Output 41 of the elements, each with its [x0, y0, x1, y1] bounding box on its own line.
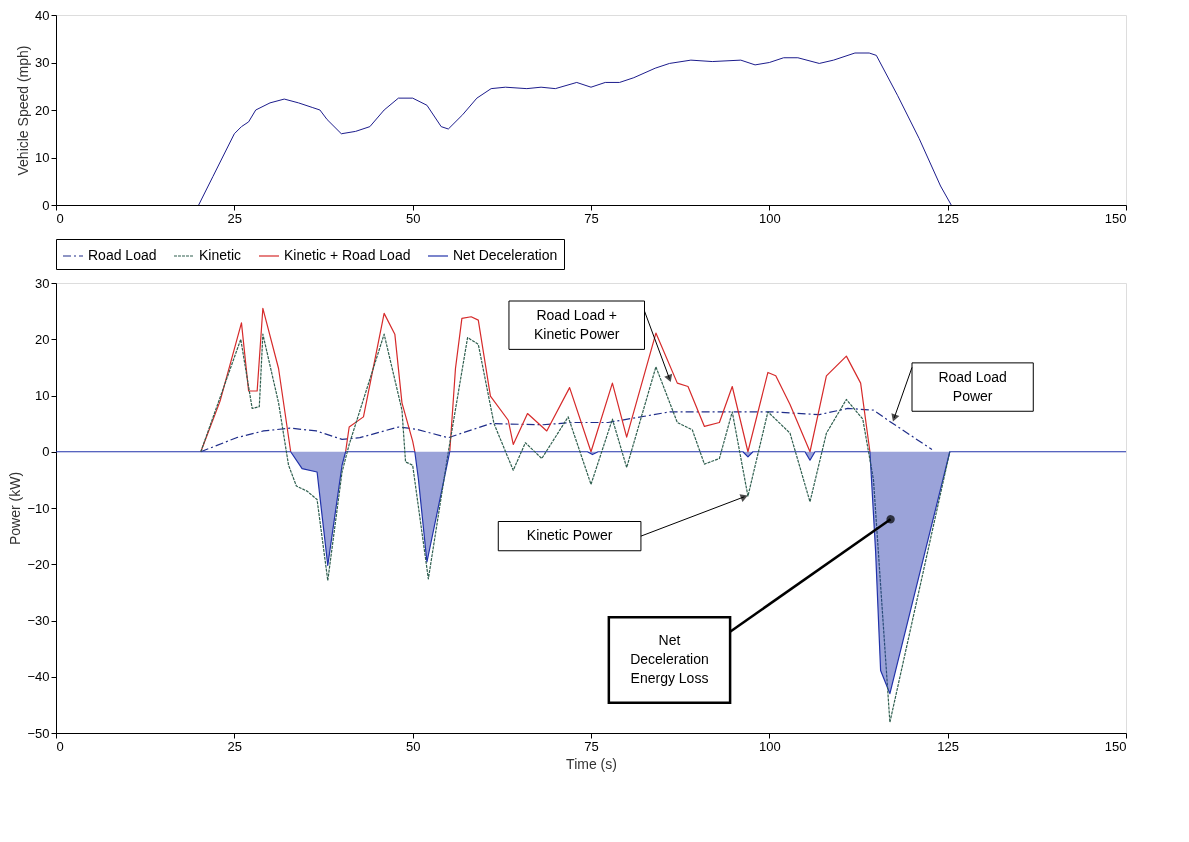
x-tick-label: 0 [56, 738, 64, 754]
x-tick-label: 25 [227, 738, 243, 754]
y-tick-label: 40 [35, 7, 50, 23]
x-tick-label: 150 [1104, 738, 1127, 754]
legend-label: Net Deceleration [453, 247, 558, 263]
x-tick-label: 75 [584, 210, 599, 226]
x-tick-label: 75 [584, 738, 599, 754]
annotation: Kinetic Power [526, 527, 613, 544]
y-axis-title: Power (kW) [7, 471, 24, 546]
annotation: Road Load + Kinetic Power [533, 306, 620, 342]
x-tick-label: 125 [937, 738, 960, 754]
legend-label: Road Load [88, 247, 157, 263]
y-axis-title: Vehicle Speed (mph) [15, 45, 32, 176]
legend-label: Kinetic [199, 247, 242, 263]
x-axis-title: Time (s) [566, 755, 617, 772]
y-tick-label: 10 [35, 150, 50, 165]
y-tick-label: 20 [35, 331, 50, 347]
y-tick-label: −40 [27, 669, 50, 685]
x-tick-label: 50 [405, 210, 421, 226]
y-tick-label: 0 [42, 197, 50, 213]
x-tick-label: 100 [758, 210, 781, 226]
line-series [200, 407, 933, 453]
y-tick-label: −10 [27, 500, 50, 516]
y-tick-label: 10 [35, 388, 50, 403]
x-tick-label: 100 [758, 738, 781, 754]
x-tick-label: 25 [227, 210, 243, 226]
y-tick-label: −20 [27, 556, 50, 572]
x-tick-label: 0 [56, 210, 64, 226]
y-tick-label: −50 [27, 725, 50, 741]
line-series [198, 52, 952, 206]
annotation: Net Deceleration Energy Loss [630, 631, 709, 686]
y-tick-label: 30 [35, 55, 50, 70]
y-tick-label: 30 [35, 275, 50, 291]
x-tick-label: 150 [1104, 210, 1127, 226]
legend-label: Kinetic + Road Load [284, 247, 411, 263]
x-tick-label: 50 [405, 738, 421, 754]
y-tick-label: −30 [27, 613, 50, 628]
y-tick-label: 20 [35, 102, 50, 118]
x-tick-label: 125 [937, 210, 960, 226]
y-tick-label: 0 [42, 444, 50, 460]
annotation: Road Load Power [938, 368, 1007, 404]
